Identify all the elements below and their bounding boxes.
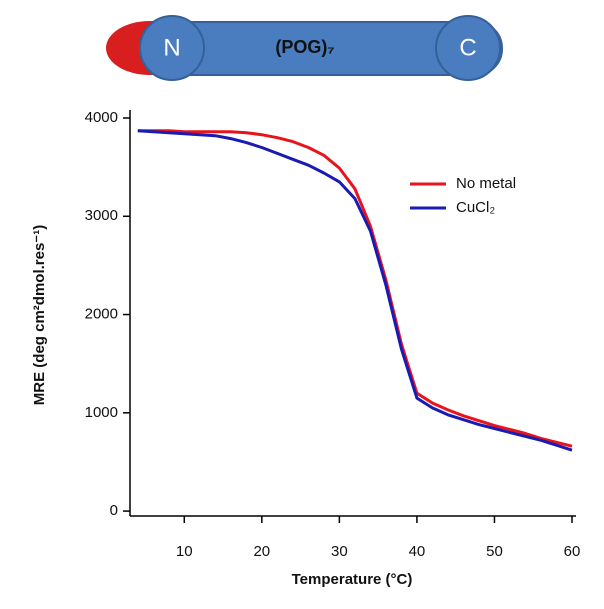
x-tick-label: 30 (331, 543, 348, 560)
y-tick-label: 1000 (85, 404, 118, 421)
y-tick-label: 4000 (85, 109, 118, 126)
x-tick-label: 20 (253, 543, 270, 560)
y-axis-label: MRE (deg cm²dmol.res⁻¹) (31, 225, 48, 405)
legend-label: No metal (456, 175, 516, 192)
diagram-title: (POG)₇ (275, 37, 334, 57)
x-tick-label: 10 (176, 543, 193, 560)
n-label: N (163, 34, 180, 61)
c-circle (435, 15, 501, 81)
x-tick-label: 50 (486, 543, 503, 560)
x-tick-label: 60 (564, 543, 581, 560)
y-tick-label: 3000 (85, 207, 118, 224)
n-circle (139, 15, 205, 81)
x-axis-label: Temperature (°C) (292, 571, 413, 588)
y-tick-label: 0 (110, 502, 118, 519)
x-tick-label: 40 (409, 543, 426, 560)
legend-label: CuCl₂ (456, 199, 495, 216)
series-line (137, 129, 573, 448)
c-label: C (459, 34, 476, 61)
series-line (137, 129, 573, 452)
y-tick-label: 2000 (85, 306, 118, 323)
